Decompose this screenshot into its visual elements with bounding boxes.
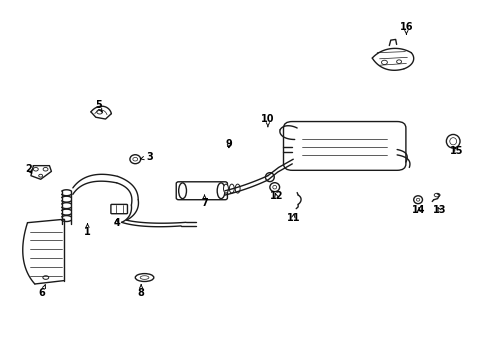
Text: 1: 1 xyxy=(84,224,91,237)
Ellipse shape xyxy=(265,173,274,181)
FancyBboxPatch shape xyxy=(176,182,227,200)
Ellipse shape xyxy=(449,138,456,145)
Text: 11: 11 xyxy=(286,213,300,222)
Ellipse shape xyxy=(130,155,141,164)
Ellipse shape xyxy=(269,183,279,192)
Text: 15: 15 xyxy=(449,146,463,156)
Ellipse shape xyxy=(140,276,149,279)
Ellipse shape xyxy=(223,184,228,193)
Text: 4: 4 xyxy=(113,218,120,228)
Ellipse shape xyxy=(97,110,102,114)
Text: 8: 8 xyxy=(138,285,144,298)
Ellipse shape xyxy=(415,198,419,201)
Text: 16: 16 xyxy=(399,22,412,34)
Text: 13: 13 xyxy=(432,206,446,216)
Ellipse shape xyxy=(381,60,386,64)
Ellipse shape xyxy=(272,185,276,189)
Ellipse shape xyxy=(217,183,224,199)
Ellipse shape xyxy=(133,157,138,161)
Ellipse shape xyxy=(446,134,459,148)
Text: 7: 7 xyxy=(201,195,207,208)
Ellipse shape xyxy=(43,167,48,171)
Ellipse shape xyxy=(43,276,49,279)
Text: 10: 10 xyxy=(261,114,274,127)
Ellipse shape xyxy=(178,183,186,199)
Text: 6: 6 xyxy=(39,285,45,298)
Ellipse shape xyxy=(39,174,42,177)
Ellipse shape xyxy=(229,184,234,193)
FancyBboxPatch shape xyxy=(283,122,405,170)
Ellipse shape xyxy=(33,167,38,171)
Text: 12: 12 xyxy=(269,191,283,201)
Text: 5: 5 xyxy=(95,100,102,112)
Text: 3: 3 xyxy=(140,152,152,162)
Text: 9: 9 xyxy=(225,139,232,149)
FancyBboxPatch shape xyxy=(111,204,127,214)
Ellipse shape xyxy=(235,184,240,193)
Text: 2: 2 xyxy=(25,164,32,174)
Ellipse shape xyxy=(396,60,401,63)
Ellipse shape xyxy=(413,196,422,204)
Ellipse shape xyxy=(433,193,439,197)
Text: 14: 14 xyxy=(411,206,425,216)
Ellipse shape xyxy=(135,274,154,282)
